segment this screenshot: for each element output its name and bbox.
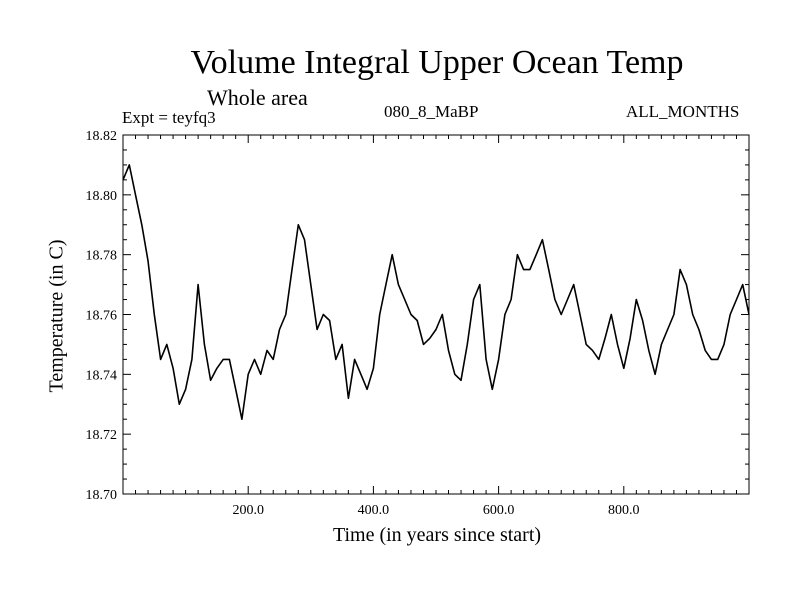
x-axis-ticks: 200.0 400.0 600.0 800.0 [135, 135, 737, 518]
months-label: ALL_MONTHS [626, 102, 740, 121]
experiment-label: Expt = teyfq3 [122, 108, 216, 127]
x-tick-label: 800.0 [608, 503, 640, 518]
y-tick-label: 18.82 [86, 129, 118, 144]
y-tick-label: 18.70 [86, 488, 118, 503]
chart-subtitle: Whole area [207, 85, 308, 110]
x-tick-label: 400.0 [358, 503, 390, 518]
x-tick-label: 600.0 [483, 503, 515, 518]
y-tick-label: 18.78 [86, 249, 118, 264]
run-label: 080_8_MaBP [384, 102, 479, 121]
series-line-temperature [122, 164, 750, 421]
y-tick-label: 18.72 [86, 428, 118, 443]
y-tick-label: 18.80 [86, 189, 118, 204]
chart-title: Volume Integral Upper Ocean Temp [190, 44, 684, 81]
x-axis-label: Time (in years since start) [332, 524, 542, 546]
y-tick-label: 18.76 [86, 309, 118, 324]
x-tick-label: 200.0 [232, 503, 264, 518]
y-tick-label: 18.74 [86, 368, 118, 383]
plot-frame [122, 134, 750, 495]
y-axis-ticks: 18.70 18.72 18.74 18.76 18.78 18.80 18.82 [86, 129, 749, 503]
